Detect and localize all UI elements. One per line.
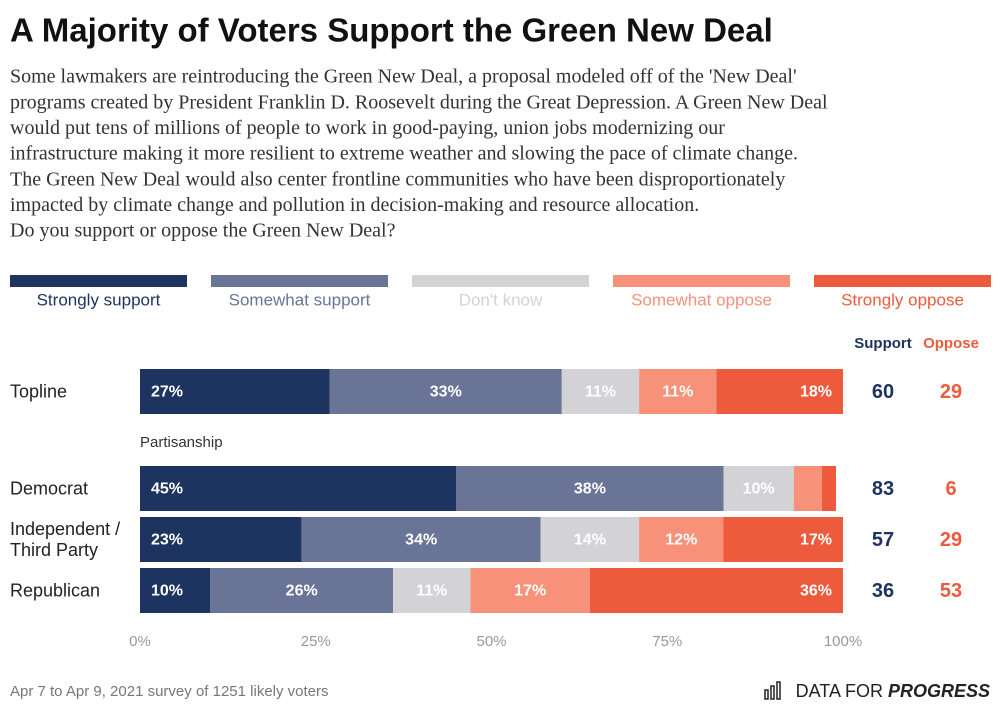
bar-segment (821, 466, 836, 511)
subtitle: Some lawmakers are reintroducing the Gre… (10, 66, 797, 88)
legend-label: Strongly support (37, 290, 161, 309)
bar-segment (140, 466, 457, 511)
bar-segment (140, 369, 330, 414)
data-label: 45% (151, 481, 183, 498)
subtitle: infrastructure making it more resilient … (10, 143, 798, 165)
bar-segment (210, 568, 394, 613)
bar-segment (456, 466, 724, 511)
data-label: 23% (151, 532, 183, 549)
legend-swatch (211, 275, 388, 287)
legend-swatch (412, 275, 589, 287)
bar-segment (716, 369, 843, 414)
data-label: 10% (151, 583, 183, 600)
x-tick-label: 0% (129, 633, 151, 650)
legend-label: Somewhat support (229, 290, 371, 309)
totals-header: Support (854, 335, 912, 352)
bar-segment (793, 466, 822, 511)
bar-segment (140, 517, 302, 562)
x-tick-label: 100% (824, 633, 862, 650)
logo: DATA FOR PROGRESS (796, 681, 990, 701)
bar-segment (639, 517, 724, 562)
category-label: Independent / Third Party (10, 518, 121, 560)
legend-swatch (613, 275, 790, 287)
bar-segment (639, 369, 717, 414)
data-label: 14% (574, 532, 606, 549)
data-label: 38% (574, 481, 606, 498)
bar-segment (140, 568, 211, 613)
bar-segment (723, 517, 843, 562)
data-label: 17% (800, 532, 832, 549)
bar-segment (723, 466, 794, 511)
total-value: 53 (940, 580, 962, 602)
data-label: 11% (662, 384, 693, 401)
total-value: 57 (872, 529, 894, 551)
logo-text: PROGRESS (888, 681, 990, 701)
data-label: 36% (800, 583, 832, 600)
legend-label: Don't know (459, 290, 543, 309)
subtitle: programs created by President Franklin D… (10, 91, 828, 113)
logo-icon (764, 681, 781, 700)
chart-title: A Majority of Voters Support the Green N… (10, 12, 773, 49)
category-label: Topline (10, 381, 68, 401)
bar-segment (470, 568, 590, 613)
category-label: Republican (10, 580, 101, 600)
totals-header: Oppose (923, 335, 979, 352)
category-label: Democrat (10, 478, 89, 498)
data-label: 27% (151, 384, 183, 401)
data-label: 17% (514, 583, 546, 600)
logo-text: DATA FOR (796, 681, 888, 701)
total-value: 83 (872, 478, 894, 500)
total-value: 29 (940, 381, 962, 403)
source: Apr 7 to Apr 9, 2021 survey of 1251 like… (10, 683, 329, 700)
data-label: 10% (743, 481, 775, 498)
total-value: 29 (940, 529, 962, 551)
x-tick-label: 25% (301, 633, 331, 650)
bar-segment (589, 568, 843, 613)
question: Do you support or oppose the Green New D… (10, 220, 396, 242)
legend-label: Somewhat oppose (631, 290, 772, 309)
total-value: 36 (872, 580, 894, 602)
data-label: 34% (405, 532, 437, 549)
data-label: 18% (800, 384, 832, 401)
data-label: 33% (430, 384, 462, 401)
data-label: 11% (416, 583, 447, 600)
data-label: 12% (665, 532, 697, 549)
bar-segment (540, 517, 640, 562)
subtitle: impacted by climate change and pollution… (10, 194, 699, 216)
x-tick-label: 75% (652, 633, 682, 650)
subtitle: would put tens of millions of people to … (10, 117, 725, 139)
bar-segment (329, 369, 562, 414)
total-value: 60 (872, 381, 894, 403)
subtitle: The Green New Deal would also center fro… (10, 168, 785, 190)
legend-swatch (814, 275, 991, 287)
data-label: 11% (585, 384, 616, 401)
legend-swatch (10, 275, 187, 287)
data-label: 26% (286, 583, 318, 600)
total-value: 6 (945, 478, 956, 500)
legend-label: Strongly oppose (841, 290, 964, 309)
x-tick-label: 50% (476, 633, 506, 650)
bar-segment (561, 369, 640, 414)
group-label: Partisanship (140, 434, 223, 451)
bar-segment (301, 517, 541, 562)
bar-segment (393, 568, 471, 613)
